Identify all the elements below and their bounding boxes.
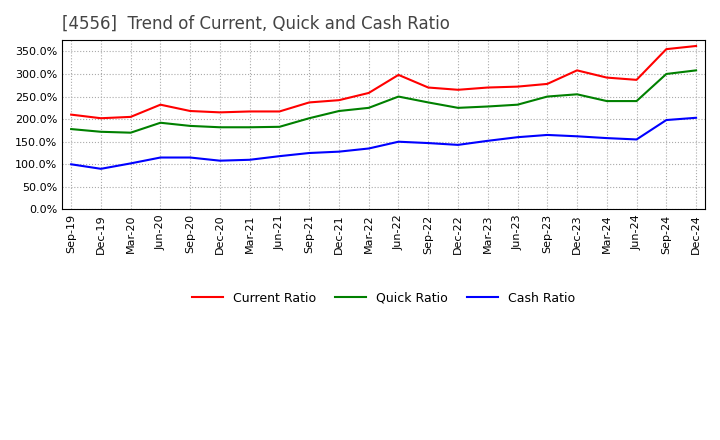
Current Ratio — [305, 100, 313, 105]
Current Ratio — [275, 109, 284, 114]
Cash Ratio — [335, 149, 343, 154]
Quick Ratio — [305, 116, 313, 121]
Cash Ratio — [603, 136, 611, 141]
Current Ratio — [424, 85, 433, 90]
Quick Ratio — [186, 123, 194, 128]
Quick Ratio — [483, 104, 492, 109]
Current Ratio — [215, 110, 224, 115]
Line: Cash Ratio: Cash Ratio — [71, 118, 696, 169]
Cash Ratio — [454, 142, 462, 147]
Quick Ratio — [67, 126, 76, 132]
Current Ratio — [394, 72, 402, 77]
Current Ratio — [96, 116, 105, 121]
Quick Ratio — [454, 105, 462, 110]
Quick Ratio — [275, 124, 284, 129]
Quick Ratio — [662, 71, 670, 77]
Cash Ratio — [543, 132, 552, 138]
Legend: Current Ratio, Quick Ratio, Cash Ratio: Current Ratio, Quick Ratio, Cash Ratio — [187, 287, 580, 310]
Quick Ratio — [335, 108, 343, 114]
Current Ratio — [126, 114, 135, 120]
Quick Ratio — [246, 125, 254, 130]
Current Ratio — [364, 90, 373, 95]
Quick Ratio — [424, 100, 433, 105]
Cash Ratio — [96, 166, 105, 172]
Text: [4556]  Trend of Current, Quick and Cash Ratio: [4556] Trend of Current, Quick and Cash … — [62, 15, 450, 33]
Quick Ratio — [513, 102, 522, 107]
Cash Ratio — [275, 154, 284, 159]
Cash Ratio — [246, 157, 254, 162]
Cash Ratio — [67, 161, 76, 167]
Cash Ratio — [692, 115, 701, 121]
Quick Ratio — [572, 92, 581, 97]
Current Ratio — [632, 77, 641, 82]
Cash Ratio — [662, 117, 670, 123]
Cash Ratio — [364, 146, 373, 151]
Current Ratio — [603, 75, 611, 80]
Line: Quick Ratio: Quick Ratio — [71, 70, 696, 133]
Current Ratio — [572, 68, 581, 73]
Quick Ratio — [394, 94, 402, 99]
Current Ratio — [335, 98, 343, 103]
Current Ratio — [454, 87, 462, 92]
Line: Current Ratio: Current Ratio — [71, 46, 696, 118]
Cash Ratio — [513, 135, 522, 140]
Current Ratio — [67, 112, 76, 117]
Quick Ratio — [364, 105, 373, 110]
Current Ratio — [186, 108, 194, 114]
Cash Ratio — [424, 140, 433, 146]
Cash Ratio — [156, 155, 165, 160]
Quick Ratio — [215, 125, 224, 130]
Cash Ratio — [305, 150, 313, 156]
Quick Ratio — [96, 129, 105, 135]
Quick Ratio — [632, 99, 641, 104]
Quick Ratio — [543, 94, 552, 99]
Current Ratio — [543, 81, 552, 87]
Quick Ratio — [603, 99, 611, 104]
Cash Ratio — [215, 158, 224, 163]
Cash Ratio — [572, 134, 581, 139]
Quick Ratio — [126, 130, 135, 136]
Current Ratio — [513, 84, 522, 89]
Cash Ratio — [126, 161, 135, 166]
Current Ratio — [246, 109, 254, 114]
Cash Ratio — [186, 155, 194, 160]
Quick Ratio — [692, 68, 701, 73]
Cash Ratio — [483, 138, 492, 143]
Current Ratio — [156, 102, 165, 107]
Current Ratio — [692, 44, 701, 49]
Current Ratio — [483, 85, 492, 90]
Cash Ratio — [394, 139, 402, 144]
Current Ratio — [662, 47, 670, 52]
Cash Ratio — [632, 137, 641, 142]
Quick Ratio — [156, 120, 165, 125]
